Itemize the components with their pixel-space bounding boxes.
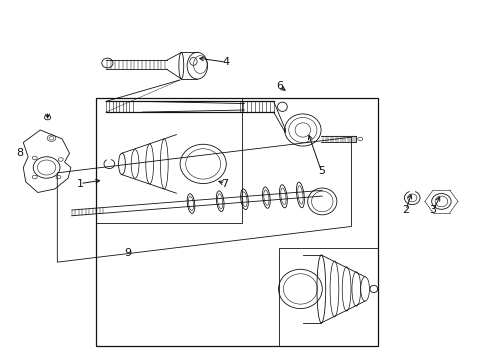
Text: 1: 1 <box>77 179 83 189</box>
Text: 9: 9 <box>124 248 131 258</box>
Text: 8: 8 <box>16 148 23 158</box>
Text: 6: 6 <box>275 81 283 91</box>
Text: 7: 7 <box>221 179 228 189</box>
Text: 2: 2 <box>402 205 408 215</box>
Text: 3: 3 <box>429 205 436 215</box>
Text: 4: 4 <box>222 57 229 67</box>
Text: 5: 5 <box>317 166 324 176</box>
